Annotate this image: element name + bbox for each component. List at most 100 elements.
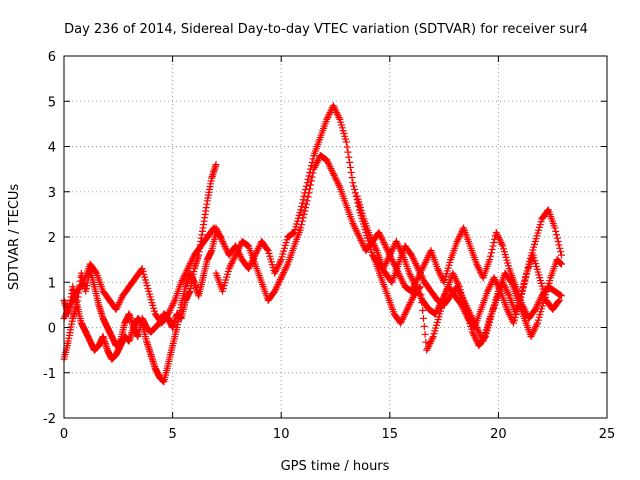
data-point-marker: [396, 244, 404, 252]
data-point-marker: [180, 273, 188, 281]
data-point-marker: [534, 300, 542, 308]
data-point-marker: [536, 295, 544, 303]
data-point-marker: [330, 103, 338, 111]
data-point-marker: [409, 276, 417, 284]
data-point-marker: [399, 278, 407, 286]
data-point-marker: [169, 300, 177, 308]
y-tick-label: 1: [48, 276, 56, 291]
data-point-marker: [346, 158, 354, 166]
data-point-marker: [389, 244, 397, 252]
data-point-marker: [555, 296, 563, 304]
data-point-marker: [520, 279, 528, 287]
data-point-marker: [253, 248, 261, 256]
data-point-marker: [406, 300, 414, 308]
data-point-marker: [273, 264, 281, 272]
data-point-marker: [274, 262, 282, 270]
data-point-marker: [552, 227, 560, 235]
data-point-marker: [405, 302, 413, 310]
data-point-marker: [451, 274, 459, 282]
data-point-marker: [557, 292, 565, 300]
data-point-marker: [387, 249, 395, 257]
data-point-marker: [411, 258, 419, 266]
data-point-marker: [306, 185, 314, 193]
data-point-marker: [333, 109, 341, 117]
data-point-marker: [274, 281, 282, 289]
data-point-marker: [413, 286, 421, 294]
data-point-marker: [486, 256, 494, 264]
data-point-marker: [297, 224, 305, 232]
data-point-marker: [66, 303, 74, 311]
data-point-marker: [554, 297, 562, 305]
data-point-marker: [71, 292, 79, 300]
data-point-marker: [254, 246, 262, 254]
data-point-marker: [516, 296, 524, 304]
data-point-marker: [304, 193, 312, 201]
data-point-marker: [225, 265, 233, 273]
data-point-marker: [476, 330, 484, 338]
data-point-marker: [167, 305, 175, 313]
data-point-marker: [276, 275, 284, 283]
data-point-marker: [471, 333, 479, 341]
data-point-marker: [313, 158, 321, 166]
data-point-marker: [272, 284, 280, 292]
data-point-marker: [421, 258, 429, 266]
data-point-marker: [551, 224, 559, 232]
data-point-marker: [440, 291, 448, 299]
data-point-marker: [218, 236, 226, 244]
data-point-marker: [221, 243, 229, 251]
y-tick-label: 4: [48, 141, 56, 156]
data-point-marker: [349, 219, 357, 227]
data-point-marker: [454, 281, 462, 289]
data-point-marker: [333, 178, 341, 186]
data-point-marker: [271, 286, 279, 294]
data-point-marker: [381, 240, 389, 248]
data-point-marker: [271, 287, 279, 295]
data-point-marker: [348, 174, 356, 182]
x-tick-label: 15: [382, 427, 399, 442]
data-point-marker: [307, 181, 315, 189]
y-tick-label: 5: [48, 95, 56, 110]
data-point-marker: [381, 242, 389, 250]
data-point-marker: [324, 114, 332, 122]
data-point-marker: [297, 206, 305, 214]
data-point-marker: [310, 165, 318, 173]
data-point-marker: [377, 234, 385, 242]
data-point-marker: [461, 308, 469, 316]
data-point-marker: [323, 156, 331, 164]
data-point-marker: [65, 304, 73, 312]
data-point-marker: [301, 207, 309, 215]
data-point-marker: [312, 160, 320, 168]
data-point-marker: [276, 257, 284, 265]
data-point-marker: [305, 189, 313, 197]
data-point-marker: [377, 232, 385, 240]
data-point-marker: [509, 317, 517, 325]
data-point-marker: [189, 254, 197, 262]
data-point-marker: [517, 293, 525, 301]
data-point-marker: [392, 264, 400, 272]
data-point-marker: [436, 270, 444, 278]
data-point-marker: [491, 275, 499, 283]
data-point-marker: [418, 265, 426, 273]
data-point-marker: [276, 259, 284, 267]
data-point-marker: [532, 304, 540, 312]
data-point-marker: [233, 248, 241, 256]
data-point-marker: [474, 327, 482, 335]
data-point-marker: [263, 245, 271, 253]
data-point-marker: [168, 303, 176, 311]
data-point-marker: [271, 269, 279, 277]
data-point-marker: [475, 265, 483, 273]
x-tick-label: 20: [490, 427, 507, 442]
data-point-marker: [370, 240, 378, 248]
data-point-marker: [299, 214, 307, 222]
data-point-marker: [326, 163, 334, 171]
data-point-marker: [492, 277, 500, 285]
data-point-marker: [529, 329, 537, 337]
data-point-marker: [179, 275, 187, 283]
data-point-marker: [533, 321, 541, 329]
data-point-marker: [528, 331, 536, 339]
data-point-marker: [454, 279, 462, 287]
series-track-c: [60, 224, 224, 327]
data-point-marker: [164, 310, 172, 318]
data-point-marker: [462, 311, 470, 319]
